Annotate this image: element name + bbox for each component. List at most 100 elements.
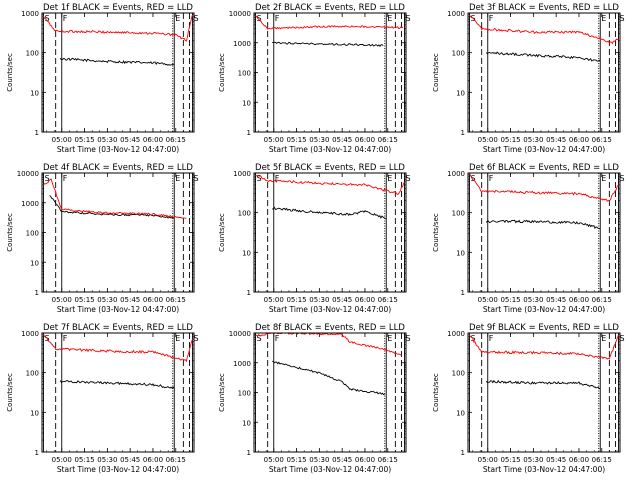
x-axis-label: Start Time (03-Nov-12 04:47:00)	[483, 145, 605, 154]
marker-label: F	[63, 174, 68, 183]
x-tick-label: 05:30	[309, 136, 329, 144]
marker-label: E	[601, 334, 606, 343]
series-line-events	[485, 379, 601, 390]
y-axis-label: Counts/sec	[218, 373, 226, 412]
marker-label: S	[619, 334, 624, 343]
y-tick-label: 1	[35, 129, 39, 137]
marker-label: E	[387, 174, 392, 183]
marker-label: F	[275, 14, 280, 23]
y-axis-label: Counts/sec	[218, 213, 226, 252]
marker-label: S	[193, 14, 198, 23]
series-line-lld	[469, 14, 619, 45]
x-tick-label: 06:00	[569, 296, 589, 304]
x-tick-label: 05:15	[500, 456, 520, 464]
x-tick-label: 05:15	[500, 136, 520, 144]
x-tick-label: 06:00	[355, 296, 375, 304]
marker-label: F	[489, 334, 494, 343]
marker-label: F	[63, 334, 68, 343]
y-tick-label: 1	[35, 449, 39, 457]
marker-label: S	[405, 174, 410, 183]
x-tick-label: 06:15	[592, 136, 612, 144]
y-axis-label: Counts/sec	[6, 53, 14, 92]
marker-label: S	[193, 334, 198, 343]
marker-label: S	[471, 174, 476, 183]
chart-title: Det 4f BLACK = Events, RED = LLD	[43, 163, 193, 173]
y-tick-label: 100	[26, 50, 39, 58]
x-tick-label: 05:45	[332, 136, 352, 144]
x-tick-label: 05:15	[286, 456, 306, 464]
x-tick-label: 06:15	[166, 456, 186, 464]
series-line-events	[49, 195, 175, 219]
x-tick-label: 05:15	[500, 296, 520, 304]
x-tick-label: 06:15	[592, 296, 612, 304]
x-tick-label: 06:00	[143, 296, 163, 304]
x-tick-label: 05:30	[97, 456, 117, 464]
x-tick-label: 05:00	[478, 296, 498, 304]
chart-panel-1: Det 1f BLACK = Events, RED = LLD Counts/s…	[6, 3, 199, 154]
chart-title: Det 6f BLACK = Events, RED = LLD	[469, 163, 619, 173]
chart-panel-6: Det 6f BLACK = Events, RED = LLD Counts/s…	[432, 163, 625, 314]
y-tick-label: 10000	[17, 170, 39, 178]
y-tick-label: 10000	[229, 330, 251, 338]
plot-frame	[467, 332, 621, 453]
plot-frame	[253, 332, 407, 453]
plot-frame	[253, 172, 407, 293]
plot-frame	[41, 172, 195, 293]
marker-label: E	[175, 14, 180, 23]
plot-frame	[467, 172, 621, 293]
chart-title: Det 2f BLACK = Events, RED = LLD	[255, 3, 405, 13]
series-line-lld	[255, 174, 405, 195]
chart-title: Det 9f BLACK = Events, RED = LLD	[469, 323, 619, 333]
x-axis-label: Start Time (03-Nov-12 04:47:00)	[269, 305, 391, 314]
y-tick-label: 10	[242, 99, 251, 107]
x-tick-label: 05:00	[264, 296, 284, 304]
chart-panel-2: Det 2f BLACK = Events, RED = LLD Counts/s…	[218, 3, 411, 154]
x-tick-label: 06:15	[378, 136, 398, 144]
y-tick-label: 1000	[21, 10, 39, 18]
marker-label: F	[489, 14, 494, 23]
y-tick-label: 100	[452, 370, 465, 378]
chart-panel-7: Det 7f BLACK = Events, RED = LLD Counts/s…	[6, 323, 199, 474]
y-tick-label: 100	[238, 390, 251, 398]
y-tick-label: 100	[238, 210, 251, 218]
y-tick-label: 1000	[447, 330, 465, 338]
marker-label: E	[601, 174, 606, 183]
series-line-lld	[255, 15, 404, 30]
marker-label: E	[601, 14, 606, 23]
y-tick-label: 1	[35, 289, 39, 297]
series-line-events	[485, 219, 601, 230]
x-tick-label: 06:00	[355, 456, 375, 464]
y-tick-label: 10000	[229, 10, 251, 18]
x-tick-label: 05:15	[286, 136, 306, 144]
x-tick-label: 05:15	[74, 456, 94, 464]
x-tick-label: 05:45	[546, 296, 566, 304]
marker-label: S	[619, 14, 624, 23]
x-tick-label: 05:30	[523, 456, 543, 464]
marker-label: E	[175, 174, 180, 183]
y-tick-label: 100	[26, 230, 39, 238]
y-tick-label: 10	[456, 409, 465, 417]
x-axis-label: Start Time (03-Nov-12 04:47:00)	[57, 465, 179, 474]
y-tick-label: 1	[247, 289, 251, 297]
x-tick-label: 05:45	[332, 296, 352, 304]
series-line-lld	[43, 333, 193, 363]
marker-label: E	[387, 14, 392, 23]
y-axis-label: Counts/sec	[432, 53, 440, 92]
x-tick-label: 05:00	[264, 456, 284, 464]
x-tick-label: 05:30	[97, 296, 117, 304]
x-tick-label: 06:15	[378, 296, 398, 304]
x-tick-label: 05:45	[332, 456, 352, 464]
y-axis-label: Counts/sec	[6, 213, 14, 252]
x-axis-label: Start Time (03-Nov-12 04:47:00)	[57, 145, 179, 154]
series-line-events	[272, 206, 387, 220]
series-line-events	[485, 51, 601, 62]
x-axis-label: Start Time (03-Nov-12 04:47:00)	[269, 145, 391, 154]
marker-label: F	[275, 174, 280, 183]
x-axis-label: Start Time (03-Nov-12 04:47:00)	[483, 305, 605, 314]
y-tick-label: 10	[456, 89, 465, 97]
chart-title: Det 8f BLACK = Events, RED = LLD	[255, 323, 405, 333]
marker-label: F	[275, 334, 280, 343]
y-tick-label: 10	[30, 409, 39, 417]
y-tick-label: 100	[26, 370, 39, 378]
x-tick-label: 06:15	[592, 456, 612, 464]
